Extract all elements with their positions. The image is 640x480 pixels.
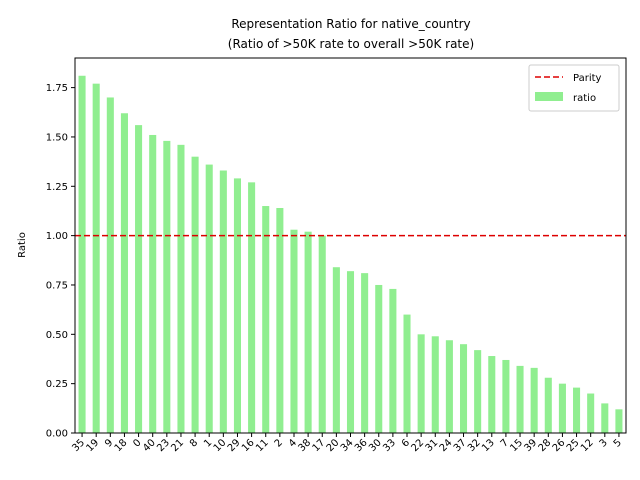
y-tick-label: 0.25 xyxy=(46,379,68,390)
x-tick-label: 3 xyxy=(598,437,610,449)
bar-19 xyxy=(92,83,100,433)
bar-15 xyxy=(516,365,524,433)
bar-39 xyxy=(530,367,538,433)
y-tick-label: 1.00 xyxy=(46,231,68,242)
bar-38 xyxy=(304,231,312,433)
y-tick-label: 1.75 xyxy=(46,83,68,94)
bar-10 xyxy=(219,170,227,433)
x-tick-label: 33 xyxy=(381,437,398,454)
bar-29 xyxy=(233,178,241,433)
x-tick-label: 5 xyxy=(612,437,624,449)
y-tick-label: 0.50 xyxy=(46,330,68,341)
chart-subtitle: (Ratio of >50K rate to overall >50K rate… xyxy=(228,37,474,51)
x-tick-label: 11 xyxy=(254,437,271,454)
x-tick-label: 2 xyxy=(273,437,285,449)
x-tick-label: 12 xyxy=(579,437,596,454)
bar-21 xyxy=(177,144,185,433)
bar-1 xyxy=(205,164,213,433)
bar-18 xyxy=(120,113,128,433)
bar-30 xyxy=(375,284,383,433)
bar-3 xyxy=(601,403,609,433)
bar-25 xyxy=(573,387,581,433)
bar-20 xyxy=(332,267,340,433)
legend: Parity ratio xyxy=(528,64,620,112)
bar-24 xyxy=(445,340,453,433)
y-tick-label: 0.75 xyxy=(46,280,68,291)
chart-title: Representation Ratio for native_country xyxy=(231,17,470,31)
legend-ratio-label: ratio xyxy=(573,93,596,104)
legend-parity-label: Parity xyxy=(573,73,602,84)
x-tick-label: 18 xyxy=(113,437,130,454)
bar-8 xyxy=(191,156,199,433)
bar-33 xyxy=(389,288,397,433)
bar-16 xyxy=(248,182,256,433)
legend-ratio-swatch xyxy=(535,92,563,101)
bar-34 xyxy=(346,271,355,433)
x-tick-label: 8 xyxy=(188,437,200,449)
bar-13 xyxy=(488,356,496,433)
bar-11 xyxy=(262,206,270,433)
y-tick-label: 1.50 xyxy=(46,132,68,143)
bar-32 xyxy=(474,350,482,433)
bar-4 xyxy=(290,229,298,433)
x-tick-label: 21 xyxy=(169,437,186,454)
bar-17 xyxy=(318,235,326,433)
bar-12 xyxy=(587,393,595,433)
y-tick-label: 1.25 xyxy=(46,182,68,193)
bar-40 xyxy=(149,134,157,433)
bar-37 xyxy=(459,344,468,433)
y-axis-label: Ratio xyxy=(17,232,28,258)
legend-box xyxy=(528,64,620,112)
bar-7 xyxy=(502,359,510,433)
bar-9 xyxy=(106,97,114,433)
bar-36 xyxy=(361,273,369,433)
bar-0 xyxy=(135,125,143,434)
bar-31 xyxy=(431,336,439,433)
x-tick-label: 19 xyxy=(85,437,102,454)
bar-28 xyxy=(544,377,552,433)
bar-22 xyxy=(417,334,425,433)
bar-2 xyxy=(276,208,284,433)
bar-6 xyxy=(403,314,411,433)
bar-23 xyxy=(163,140,171,433)
bar-5 xyxy=(615,409,623,433)
x-tick-label: 13 xyxy=(480,437,497,454)
y-tick-label: 0.00 xyxy=(46,429,68,440)
bar-35 xyxy=(78,75,86,433)
bar-26 xyxy=(558,383,566,433)
